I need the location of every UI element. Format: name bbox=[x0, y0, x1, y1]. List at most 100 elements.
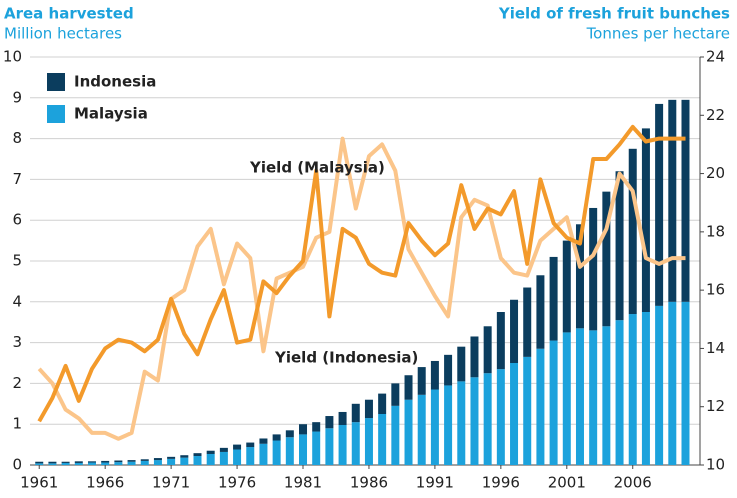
bar bbox=[272, 440, 281, 465]
bar bbox=[575, 328, 584, 465]
bar bbox=[681, 99, 690, 302]
line-label: Yield (Malaysia) bbox=[249, 159, 385, 177]
line bbox=[37, 136, 686, 441]
bar bbox=[404, 375, 413, 400]
x-tick-label: 1961 bbox=[20, 474, 58, 492]
y-tick-label: 7 bbox=[12, 170, 22, 188]
y2-tick-label: 20 bbox=[706, 164, 725, 182]
x-tick-label: 1981 bbox=[284, 474, 322, 492]
y2-tick-label: 22 bbox=[706, 106, 725, 124]
bar bbox=[114, 460, 123, 463]
bar bbox=[589, 330, 598, 465]
bar bbox=[325, 416, 334, 429]
x-tick-label: 1991 bbox=[416, 474, 454, 492]
bar bbox=[140, 460, 149, 465]
y2-tick-label: 12 bbox=[706, 397, 725, 415]
bar bbox=[444, 385, 453, 465]
bar bbox=[510, 363, 519, 465]
bar bbox=[641, 128, 650, 312]
bar bbox=[496, 369, 505, 465]
bar bbox=[351, 403, 360, 423]
bar bbox=[74, 461, 83, 463]
bar bbox=[391, 383, 400, 406]
bar bbox=[615, 320, 624, 465]
bar bbox=[193, 453, 202, 457]
bar bbox=[153, 460, 162, 465]
legend-swatch bbox=[47, 105, 65, 123]
bar bbox=[668, 301, 677, 465]
y-tick-label: 9 bbox=[12, 88, 22, 106]
bar bbox=[523, 287, 532, 357]
bar bbox=[325, 428, 334, 465]
y-tick-label: 5 bbox=[12, 252, 22, 270]
bar bbox=[523, 356, 532, 465]
y2-tick-label: 18 bbox=[706, 222, 725, 240]
y-tick-label: 2 bbox=[12, 374, 22, 392]
bar bbox=[338, 411, 347, 426]
bar bbox=[48, 461, 57, 464]
y-tick-label: 8 bbox=[12, 129, 22, 147]
bar bbox=[140, 459, 149, 461]
bar bbox=[430, 360, 439, 390]
y2-tick-label: 16 bbox=[706, 281, 725, 299]
legend-label: Malaysia bbox=[74, 105, 148, 123]
bar bbox=[483, 373, 492, 465]
y2-tick-label: 14 bbox=[706, 339, 725, 357]
bar bbox=[655, 305, 664, 465]
bar bbox=[219, 451, 228, 465]
bar bbox=[457, 346, 466, 382]
bar bbox=[180, 457, 189, 465]
bar bbox=[615, 171, 624, 321]
bar bbox=[206, 453, 215, 465]
bar bbox=[575, 224, 584, 329]
y-tick-label: 4 bbox=[12, 292, 22, 310]
bar bbox=[233, 449, 242, 465]
bar bbox=[101, 460, 110, 463]
bar bbox=[470, 336, 479, 378]
bar bbox=[562, 332, 571, 465]
bar bbox=[127, 460, 136, 462]
bar bbox=[61, 461, 70, 463]
legend-swatch bbox=[47, 73, 65, 91]
bar bbox=[312, 422, 321, 432]
bar bbox=[602, 326, 611, 465]
bar bbox=[641, 312, 650, 465]
bar bbox=[114, 462, 123, 465]
bar bbox=[127, 461, 136, 465]
subtitle-right: Tonnes per hectare bbox=[586, 25, 730, 43]
bar bbox=[417, 394, 426, 465]
bar bbox=[404, 399, 413, 465]
title-left: Area harvested bbox=[4, 5, 134, 23]
bar bbox=[259, 438, 268, 444]
bar bbox=[299, 434, 308, 465]
bar bbox=[510, 299, 519, 363]
bar bbox=[285, 437, 294, 465]
bar bbox=[378, 414, 387, 465]
bar bbox=[628, 314, 637, 465]
bar bbox=[219, 447, 228, 452]
bar bbox=[549, 340, 558, 465]
bar bbox=[87, 461, 96, 463]
bar bbox=[246, 447, 255, 465]
bar bbox=[312, 431, 321, 465]
bar bbox=[101, 462, 110, 465]
bar bbox=[496, 312, 505, 370]
bar bbox=[35, 463, 44, 465]
bar bbox=[61, 462, 70, 465]
bar bbox=[536, 275, 545, 349]
bar bbox=[457, 381, 466, 465]
bar bbox=[681, 301, 690, 465]
bar bbox=[167, 458, 176, 465]
y2-tick-label: 24 bbox=[706, 48, 725, 66]
bar bbox=[378, 393, 387, 414]
line-label: Yield (Indonesia) bbox=[274, 349, 418, 367]
bar bbox=[48, 463, 57, 465]
x-tick-label: 1986 bbox=[350, 474, 388, 492]
bar bbox=[549, 256, 558, 341]
y-tick-label: 3 bbox=[12, 333, 22, 351]
y-tick-label: 10 bbox=[3, 48, 22, 66]
x-tick-label: 2006 bbox=[614, 474, 652, 492]
bar bbox=[391, 405, 400, 465]
y-tick-label: 6 bbox=[12, 211, 22, 229]
